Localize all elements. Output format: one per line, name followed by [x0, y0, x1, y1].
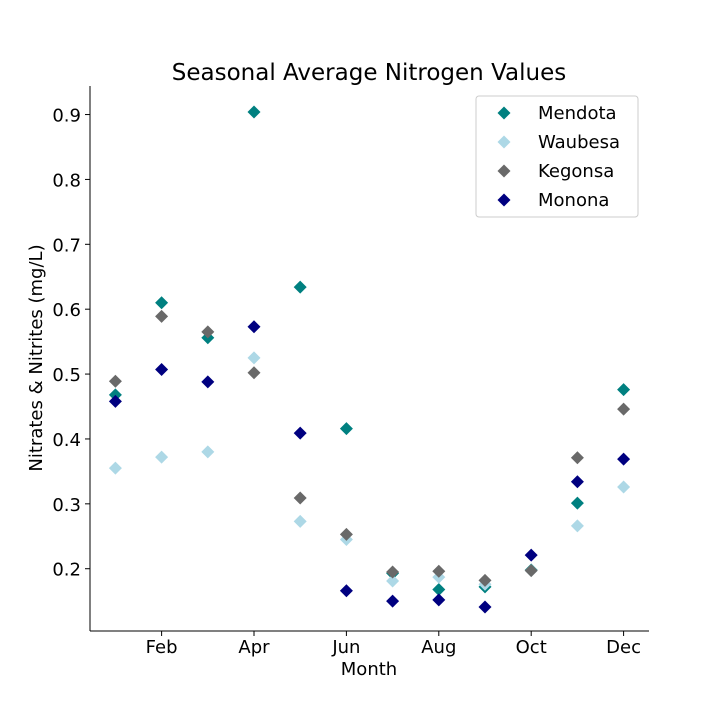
data-point — [293, 426, 307, 440]
y-tick-label: 0.8 — [52, 170, 81, 191]
plot-area — [108, 105, 631, 614]
y-tick-label: 0.7 — [52, 235, 81, 256]
data-point — [293, 280, 307, 294]
legend-label: Waubesa — [538, 132, 620, 153]
data-point — [247, 366, 261, 380]
data-point — [201, 325, 215, 339]
data-point — [293, 491, 307, 505]
legend-label: Mendota — [538, 103, 617, 124]
legend: Mendota Waubesa Kegonsa Monona — [475, 95, 639, 218]
data-point — [386, 565, 400, 579]
data-point — [570, 451, 584, 465]
chart-title: Seasonal Average Nitrogen Values — [172, 60, 566, 86]
legend-box — [475, 95, 639, 218]
data-point — [201, 375, 215, 389]
data-point — [524, 564, 538, 578]
data-point — [617, 480, 631, 494]
x-tick-label: Feb — [146, 637, 178, 658]
data-point — [432, 564, 446, 578]
data-point — [247, 351, 261, 365]
data-point — [108, 394, 122, 408]
data-point — [247, 105, 261, 119]
data-point — [432, 593, 446, 607]
data-point — [617, 402, 631, 416]
series-monona — [108, 320, 631, 614]
x-tick-label: Dec — [606, 637, 641, 658]
x-axis-label: Month — [341, 659, 397, 680]
x-tick-label: Aug — [421, 637, 456, 658]
legend-marker — [497, 106, 511, 120]
series-waubesa — [108, 351, 631, 591]
legend-marker — [497, 193, 511, 207]
x-tick-label: Jun — [331, 637, 360, 658]
data-point — [247, 320, 261, 334]
data-point — [432, 582, 446, 596]
y-tick-label: 0.4 — [52, 430, 81, 451]
data-point — [478, 600, 492, 614]
data-point — [524, 548, 538, 562]
y-tick-label: 0.2 — [52, 560, 81, 581]
data-point — [155, 309, 169, 323]
data-point — [570, 496, 584, 510]
data-point — [339, 527, 353, 541]
series-kegonsa — [108, 309, 631, 587]
data-point — [570, 519, 584, 533]
y-tick-label: 0.5 — [52, 365, 81, 386]
x-tick-label: Apr — [238, 637, 270, 658]
x-ticks: Feb Apr Jun Aug Oct Dec — [146, 631, 641, 658]
y-tick-label: 0.9 — [52, 106, 81, 127]
data-point — [386, 594, 400, 608]
data-point — [201, 445, 215, 459]
y-axis-label: Nitrates & Nitrites (mg/L) — [26, 244, 47, 471]
data-point — [293, 514, 307, 528]
y-tick-label: 0.3 — [52, 495, 81, 516]
data-point — [617, 452, 631, 466]
data-point — [339, 584, 353, 598]
data-point — [386, 574, 400, 588]
x-tick-label: Oct — [516, 637, 547, 658]
data-point — [108, 374, 122, 388]
data-point — [155, 450, 169, 464]
data-point — [617, 383, 631, 397]
data-point — [339, 422, 353, 436]
legend-items: Mendota Waubesa Kegonsa Monona — [497, 103, 620, 211]
legend-marker — [497, 135, 511, 149]
y-ticks: 0.2 0.3 0.4 0.5 0.6 0.7 0.8 0.9 — [52, 106, 90, 581]
data-point — [155, 363, 169, 377]
legend-label: Kegonsa — [538, 161, 614, 182]
legend-label: Monona — [538, 190, 609, 211]
data-point — [108, 461, 122, 475]
data-point — [570, 475, 584, 489]
data-point — [155, 296, 169, 310]
y-tick-label: 0.6 — [52, 300, 81, 321]
legend-marker — [497, 164, 511, 178]
data-point — [478, 573, 492, 587]
